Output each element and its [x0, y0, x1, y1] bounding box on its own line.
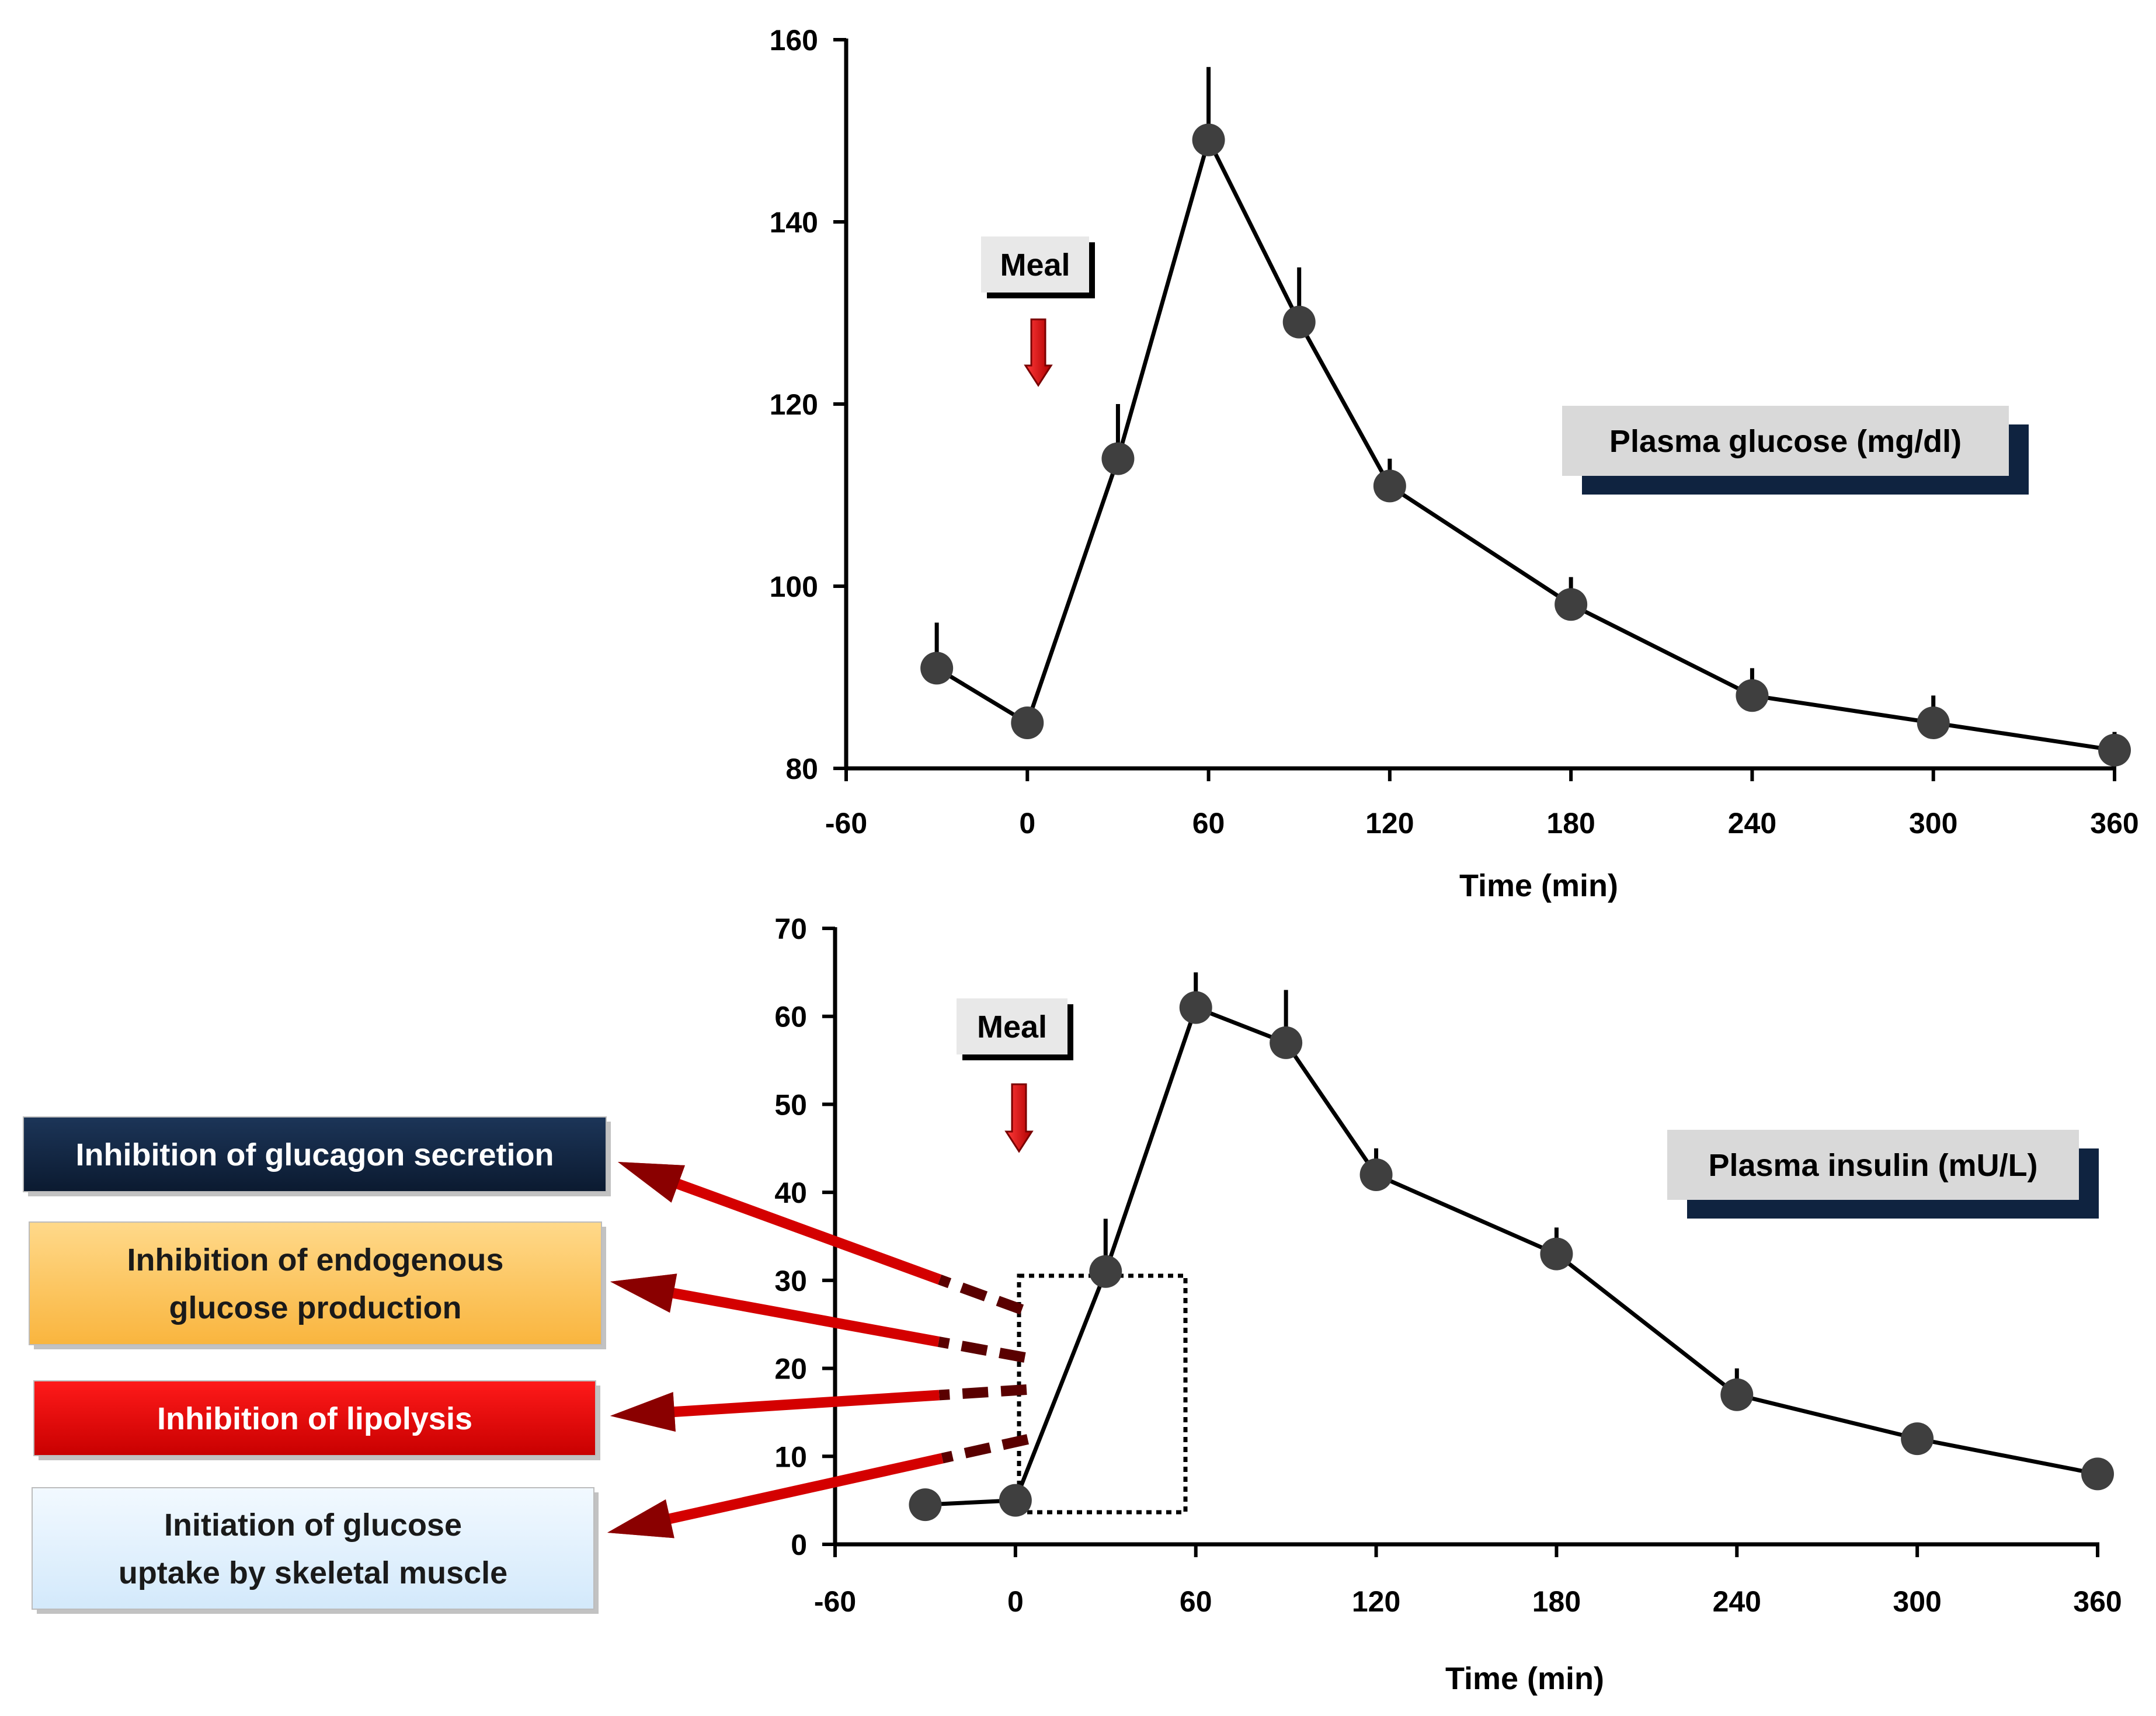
effect-arrow-dash [941, 1434, 1029, 1464]
data-point [999, 1484, 1032, 1517]
meal-arrow-icon [1024, 318, 1053, 387]
x-tick-label: 300 [1909, 807, 1957, 840]
effect-label-line: glucose production [169, 1290, 461, 1325]
data-point [1089, 1255, 1122, 1288]
effect-arrow [610, 1390, 940, 1432]
effect-label-line: Inhibition of endogenous [127, 1242, 504, 1278]
y-tick-label: 50 [774, 1088, 807, 1121]
data-point [1270, 1026, 1303, 1059]
x-tick-label: 120 [1365, 807, 1414, 840]
y-tick-label: 40 [774, 1177, 807, 1209]
x-tick-label: 60 [1192, 807, 1225, 840]
effect-box-2: Inhibition of endogenous glucose producti… [29, 1221, 606, 1349]
series-label-box [1562, 406, 2009, 476]
meal-arrow-icon [1004, 1083, 1034, 1153]
effect-label: Inhibition of endogenous glucose producti… [127, 1242, 504, 1325]
x-tick-label: -60 [814, 1585, 856, 1618]
effect-arrowhead [610, 1392, 676, 1432]
plasma-glucose-chart: 80 100 120 140 160 -60 0 60 120 180 240 300 360 Time … [770, 24, 2139, 903]
data-point [1720, 1378, 1754, 1411]
effect-label-line: uptake by skeletal muscle [119, 1555, 507, 1590]
effect-arrow [618, 1162, 942, 1285]
meal-label: Meal [977, 1010, 1047, 1045]
effect-arrowhead [607, 1499, 674, 1539]
data-point [1540, 1237, 1573, 1271]
x-tick-label: 360 [2090, 807, 2138, 840]
series-label-box [1667, 1130, 2079, 1200]
effect-box [29, 1221, 602, 1345]
early-phase-box [1017, 1273, 1188, 1515]
data-point [1011, 706, 1044, 739]
data-point [1373, 469, 1406, 503]
effect-box-1: Inhibition of glucagon secretion [23, 1116, 611, 1196]
y-tick-label: 70 [774, 913, 807, 945]
data-point [2081, 1457, 2114, 1491]
effect-arrowhead [618, 1162, 685, 1203]
y-tick-label: 160 [770, 24, 818, 57]
y-tick-label: 20 [774, 1353, 807, 1386]
y-tick-label: 30 [774, 1265, 807, 1297]
y-tick-label: 120 [770, 388, 818, 421]
effect-box-3: Inhibition of lipolysis [33, 1380, 600, 1460]
y-tick-label: 100 [770, 570, 818, 603]
effect-label: Inhibition of lipolysis [157, 1401, 472, 1436]
meal-label: Meal [1000, 248, 1070, 283]
x-tick-label: 360 [2073, 1585, 2122, 1618]
data-point [909, 1488, 942, 1522]
data-point [1555, 588, 1588, 621]
x-tick-label: -60 [825, 807, 867, 840]
effect-box [23, 1116, 607, 1192]
effect-arrow-dash [938, 1384, 1027, 1401]
y-tick-label: 140 [770, 206, 818, 239]
data-point [1101, 442, 1135, 475]
effect-arrowhead [610, 1273, 677, 1313]
effect-label-line: Initiation of glucose [164, 1508, 462, 1543]
effect-arrow [610, 1273, 940, 1347]
x-axis-label: Time (min) [1445, 1661, 1604, 1696]
y-tick-label: 0 [791, 1529, 807, 1561]
effect-box [33, 1380, 596, 1456]
x-tick-label: 180 [1546, 807, 1595, 840]
data-point [2098, 733, 2131, 767]
x-tick-label: 0 [1007, 1585, 1024, 1618]
effect-label: Initiation of glucose uptake by skeletal … [119, 1508, 507, 1590]
y-tick-label: 60 [774, 1001, 807, 1033]
data-point [1179, 991, 1212, 1024]
x-tick-label: 240 [1713, 1585, 1761, 1618]
x-tick-label: 240 [1728, 807, 1776, 840]
meal-label-box [957, 998, 1067, 1054]
y-tick-label: 10 [774, 1440, 807, 1473]
insulin-effects-panel: Inhibition of glucagon secretion Inhibiti… [23, 1116, 1029, 1614]
data-point [1917, 706, 1950, 739]
effect-box [32, 1487, 594, 1610]
data-point [920, 652, 954, 685]
x-tick-label: 60 [1180, 1585, 1212, 1618]
effect-arrow [607, 1453, 944, 1539]
x-tick-label: 0 [1019, 807, 1035, 840]
effect-box-4: Initiation of glucose uptake by skeletal … [32, 1487, 599, 1614]
data-point [1359, 1158, 1393, 1191]
effect-label: Inhibition of glucagon secretion [76, 1137, 554, 1172]
series-line [936, 138, 2115, 753]
effect-arrow-dash [938, 1275, 1024, 1315]
x-tick-label: 120 [1352, 1585, 1400, 1618]
series-line [925, 1005, 2098, 1507]
x-tick-label: 300 [1893, 1585, 1941, 1618]
data-point [1282, 305, 1316, 339]
y-tick-label: 80 [785, 753, 818, 785]
x-tick-label: 180 [1532, 1585, 1581, 1618]
series-label: Plasma glucose (mg/dl) [1609, 424, 1962, 459]
data-point [1901, 1422, 1934, 1456]
data-point [1192, 123, 1225, 156]
x-axis-label: Time (min) [1459, 868, 1618, 903]
series-label: Plasma insulin (mU/L) [1708, 1148, 2037, 1183]
data-point [1736, 679, 1769, 712]
meal-label-box [981, 236, 1089, 293]
effect-arrow-dash [937, 1336, 1026, 1363]
